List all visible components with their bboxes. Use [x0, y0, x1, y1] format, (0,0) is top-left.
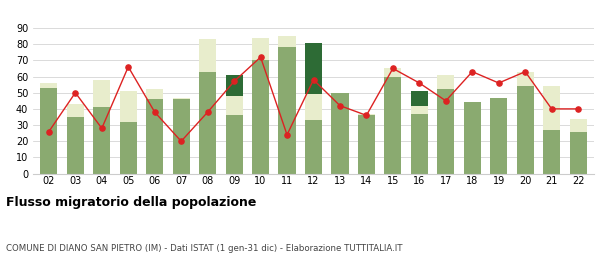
Bar [305, 94, 322, 120]
Point [124, 65, 133, 69]
Point [97, 126, 107, 130]
Text: Flusso migratorio della popolazione: Flusso migratorio della popolazione [6, 196, 256, 209]
Point [176, 139, 186, 143]
Bar [490, 97, 508, 174]
Bar [411, 106, 428, 114]
Point [44, 129, 53, 134]
Bar [437, 75, 454, 90]
Bar [411, 114, 428, 174]
Bar [305, 120, 322, 174]
Bar [93, 107, 110, 174]
Bar [40, 88, 58, 174]
Bar [146, 99, 163, 174]
Bar [464, 102, 481, 174]
Bar [358, 114, 375, 115]
Bar [226, 75, 243, 96]
Bar [67, 104, 84, 117]
Bar [569, 119, 587, 132]
Bar [173, 99, 190, 174]
Bar [67, 117, 84, 174]
Bar [543, 86, 560, 130]
Point [520, 69, 530, 74]
Bar [278, 36, 296, 47]
Text: COMUNE DI DIANO SAN PIETRO (IM) - Dati ISTAT (1 gen-31 dic) - Elaborazione TUTTI: COMUNE DI DIANO SAN PIETRO (IM) - Dati I… [6, 244, 403, 253]
Bar [543, 130, 560, 174]
Point [256, 55, 265, 59]
Bar [226, 115, 243, 174]
Bar [517, 86, 534, 174]
Bar [384, 76, 401, 174]
Bar [173, 97, 190, 99]
Bar [40, 83, 58, 88]
Point [229, 79, 239, 84]
Point [309, 78, 319, 82]
Bar [331, 93, 349, 174]
Point [203, 110, 212, 114]
Point [388, 66, 398, 71]
Bar [437, 90, 454, 174]
Bar [517, 72, 534, 86]
Point [547, 107, 556, 111]
Bar [384, 68, 401, 76]
Bar [146, 90, 163, 99]
Point [71, 90, 80, 95]
Bar [569, 132, 587, 174]
Bar [305, 43, 322, 94]
Point [415, 81, 424, 85]
Bar [119, 91, 137, 122]
Point [441, 99, 451, 103]
Bar [199, 72, 216, 174]
Bar [411, 91, 428, 106]
Bar [252, 60, 269, 174]
Bar [278, 47, 296, 174]
Point [494, 81, 503, 85]
Bar [226, 96, 243, 115]
Point [282, 132, 292, 137]
Bar [199, 39, 216, 72]
Point [150, 110, 160, 114]
Point [574, 107, 583, 111]
Point [362, 113, 371, 118]
Bar [358, 115, 375, 174]
Bar [252, 38, 269, 60]
Point [335, 103, 345, 108]
Point [467, 69, 477, 74]
Bar [119, 122, 137, 174]
Bar [93, 80, 110, 107]
